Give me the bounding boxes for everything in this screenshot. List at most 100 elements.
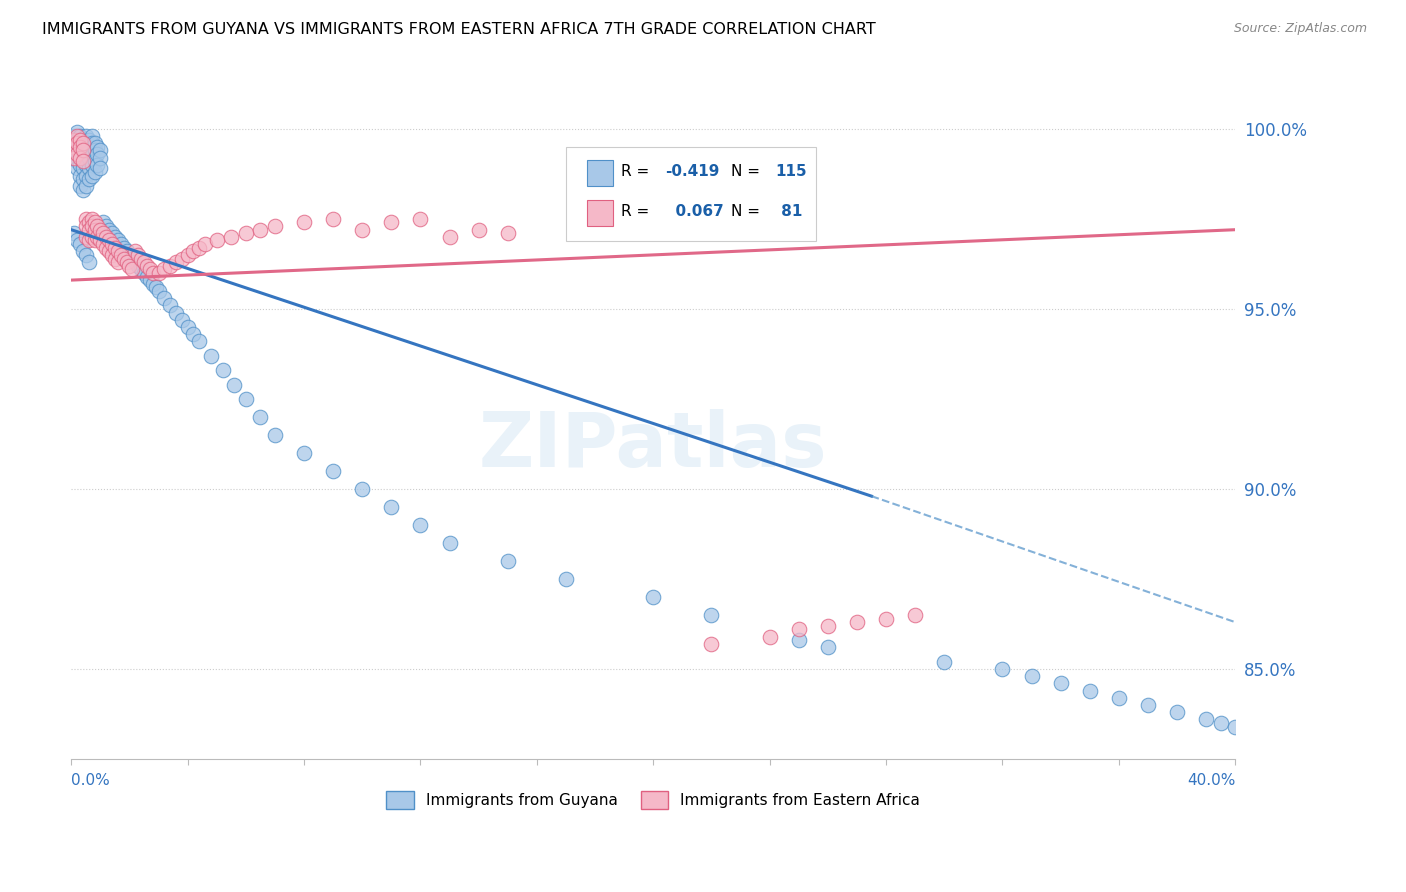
Point [170, 312, 193, 326]
Point [75, 158, 97, 172]
Point [66, 136, 89, 151]
Point [991, 662, 1014, 676]
Point [145, 280, 167, 294]
Text: 0.067: 0.067 [665, 204, 724, 219]
Text: N =: N = [731, 204, 765, 219]
Point [555, 572, 578, 586]
Point [66, 147, 89, 161]
Point [63, 133, 86, 147]
Point [104, 241, 127, 255]
Point [89, 151, 111, 165]
Point [1209, 716, 1232, 731]
FancyBboxPatch shape [567, 147, 817, 241]
Point [75, 211, 97, 226]
Point [66, 144, 89, 158]
Point [496, 554, 519, 568]
Legend: Immigrants from Guyana, Immigrants from Eastern Africa: Immigrants from Guyana, Immigrants from … [380, 784, 927, 815]
Point [439, 536, 461, 550]
Point [292, 215, 315, 229]
Point [91, 227, 114, 241]
Point [176, 248, 198, 262]
Point [112, 241, 135, 255]
Point [86, 158, 108, 172]
Point [194, 237, 217, 252]
Point [72, 244, 94, 259]
Point [83, 144, 105, 158]
Point [467, 223, 489, 237]
Point [110, 237, 132, 252]
Point [77, 215, 100, 229]
Point [69, 133, 91, 147]
Point [66, 234, 89, 248]
Point [107, 234, 129, 248]
Point [66, 154, 89, 169]
Point [817, 619, 839, 633]
Point [83, 165, 105, 179]
Point [1166, 705, 1188, 719]
Point [107, 244, 129, 259]
Point [129, 262, 152, 277]
Text: 115: 115 [776, 164, 807, 179]
Point [101, 227, 124, 241]
Point [63, 129, 86, 144]
Point [107, 255, 129, 269]
Point [69, 169, 91, 183]
Point [72, 136, 94, 151]
Point [69, 147, 91, 161]
Point [80, 158, 103, 172]
Point [496, 227, 519, 241]
Text: ZIPatlas: ZIPatlas [479, 409, 828, 483]
Point [72, 144, 94, 158]
Point [75, 179, 97, 194]
Point [83, 223, 105, 237]
Point [188, 241, 211, 255]
Point [135, 259, 157, 273]
Point [1108, 690, 1130, 705]
Bar [586, 160, 613, 186]
Text: Source: ZipAtlas.com: Source: ZipAtlas.com [1233, 22, 1367, 36]
Point [110, 248, 132, 262]
Point [69, 179, 91, 194]
Point [115, 244, 138, 259]
Point [104, 241, 127, 255]
Point [72, 161, 94, 176]
Point [86, 140, 108, 154]
Point [96, 241, 118, 255]
Point [89, 234, 111, 248]
Point [66, 129, 89, 144]
Point [96, 219, 118, 233]
Point [352, 482, 374, 496]
Point [63, 227, 86, 241]
Point [86, 147, 108, 161]
Point [1137, 698, 1160, 712]
Point [98, 234, 121, 248]
Point [104, 252, 127, 266]
Point [249, 409, 271, 424]
Point [86, 219, 108, 233]
Point [72, 140, 94, 154]
Point [121, 252, 143, 266]
Point [249, 223, 271, 237]
Point [86, 230, 108, 244]
Text: N =: N = [731, 164, 765, 179]
Point [83, 154, 105, 169]
Point [235, 227, 257, 241]
Point [292, 446, 315, 460]
Point [153, 291, 176, 305]
Point [135, 269, 157, 284]
Point [176, 319, 198, 334]
Point [63, 151, 86, 165]
Text: 0.0%: 0.0% [72, 773, 110, 789]
Point [127, 259, 149, 273]
Text: 81: 81 [776, 204, 801, 219]
Point [89, 144, 111, 158]
Point [159, 298, 181, 312]
Point [63, 136, 86, 151]
Point [83, 136, 105, 151]
Point [101, 237, 124, 252]
Point [80, 129, 103, 144]
Point [264, 428, 287, 442]
Point [77, 140, 100, 154]
Point [80, 230, 103, 244]
Point [1078, 683, 1101, 698]
